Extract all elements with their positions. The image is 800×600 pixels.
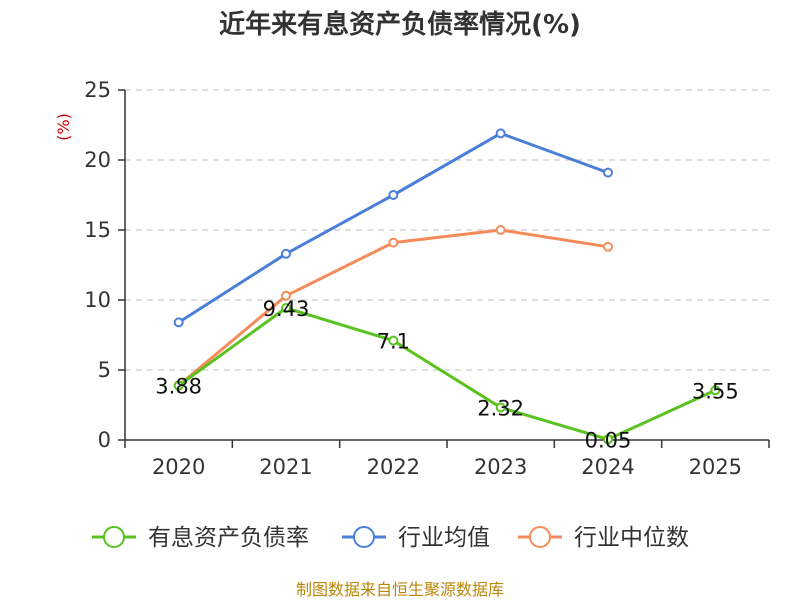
data-point: [495, 225, 506, 235]
data-point: [603, 241, 613, 252]
legend-swatch-marker: [529, 526, 551, 548]
data-label: 9.43: [263, 297, 310, 321]
data-labels: 3.88 9.43 7.1 2.32 0.05 3.55: [155, 297, 738, 452]
series-line: [177, 228, 609, 387]
data-point: [173, 380, 184, 391]
y-tick-label: 15: [84, 218, 111, 242]
legend-swatch-marker: [353, 526, 375, 548]
data-point: [603, 167, 613, 178]
legend-label: 行业均值: [398, 525, 490, 551]
data-point: [495, 128, 506, 139]
data-source-note: 制图数据来自恒生聚源数据库: [296, 580, 504, 599]
legend-swatch-marker: [103, 526, 125, 548]
x-tick-label: 2021: [259, 455, 312, 479]
series-line: [177, 306, 716, 441]
data-label: 3.55: [692, 379, 739, 403]
data-point: [281, 290, 291, 301]
y-tick-label: 20: [84, 148, 111, 172]
data-point: [388, 237, 399, 248]
data-point: [710, 385, 721, 396]
gridlines: [125, 89, 769, 371]
legend: 有息资产负债率 行业均值 行业中位数: [92, 525, 689, 551]
data-point: [173, 317, 184, 328]
data-point: [388, 190, 399, 200]
y-tick-label: 0: [98, 428, 111, 452]
y-tick-label: 25: [84, 78, 111, 102]
data-point: [495, 402, 506, 413]
data-label: 7.1: [377, 330, 410, 354]
x-tick-label: 2024: [581, 455, 634, 479]
series-line: [177, 131, 609, 324]
data-point: [603, 434, 613, 445]
data-label: 2.32: [477, 397, 524, 421]
y-axis-unit-label: (%): [54, 113, 73, 141]
legend-label: 行业中位数: [574, 525, 689, 551]
x-tick-label: 2020: [152, 455, 205, 479]
x-tick-label: 2022: [367, 455, 420, 479]
y-tick-label: 10: [84, 288, 111, 312]
legend-label: 有息资产负债率: [148, 525, 309, 551]
data-point: [281, 302, 291, 313]
data-point: [388, 335, 399, 346]
data-label: 3.88: [155, 375, 202, 399]
chart-title: 近年来有息资产负债率情况(%): [219, 9, 581, 40]
data-label: 0.05: [585, 428, 632, 452]
x-tick-label: 2025: [689, 455, 742, 479]
data-point: [281, 248, 291, 259]
x-tick-label: 2023: [474, 455, 527, 479]
series-lines: [173, 128, 721, 445]
y-tick-label: 5: [98, 358, 111, 382]
